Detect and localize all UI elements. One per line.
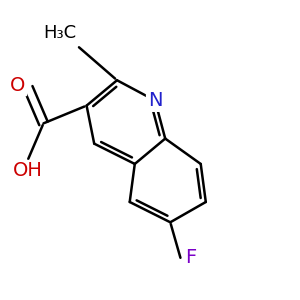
Text: O: O: [10, 76, 26, 95]
Text: OH: OH: [13, 161, 43, 180]
Text: F: F: [185, 248, 197, 267]
Text: H₃C: H₃C: [43, 24, 76, 42]
Circle shape: [147, 92, 163, 109]
Text: N: N: [148, 91, 162, 110]
